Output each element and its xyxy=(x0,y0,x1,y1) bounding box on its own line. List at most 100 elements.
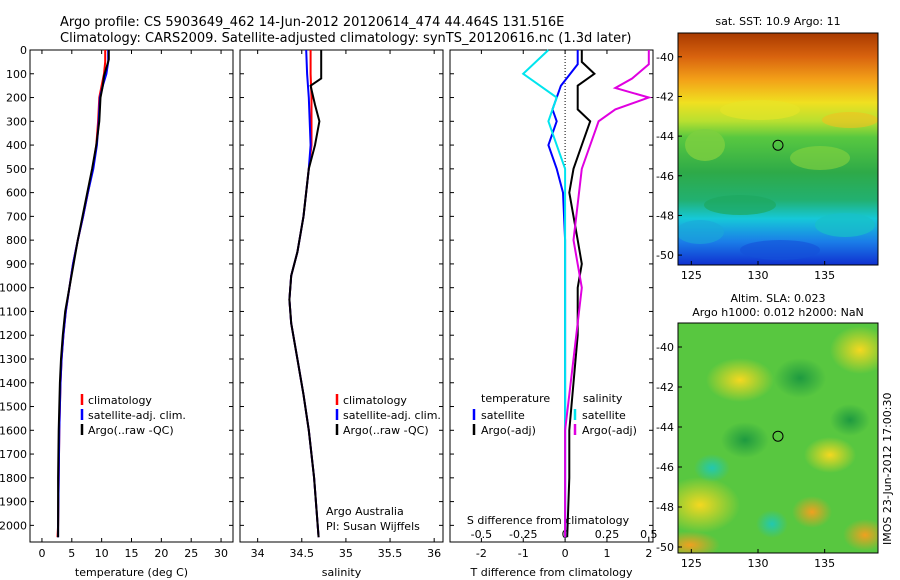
s-axis-label: S difference from climatology xyxy=(467,514,630,527)
y-tick-label: 1200 xyxy=(0,329,27,342)
difference-panel: -2 -1 0 1 2 T difference from climatology S di… xyxy=(449,49,658,579)
s-tick-label: -0.25 xyxy=(509,528,537,541)
y-tick-label: 1000 xyxy=(0,282,27,295)
s-tick-label: -0.5 xyxy=(471,528,492,541)
s-tick-label: 0.5 xyxy=(640,528,658,541)
y-tick-label: -50 xyxy=(656,541,674,554)
legend-title: salinity xyxy=(583,392,623,405)
x-tick-label: 34 xyxy=(251,547,265,560)
y-tick-label: 1300 xyxy=(0,353,27,366)
y-tick-label: 1800 xyxy=(0,472,27,485)
header-line2: Climatology: CARS2009. Satellite-adjuste… xyxy=(60,31,632,46)
sla-heatmap xyxy=(678,323,878,553)
imos-stamp: IMOS 23-Jun-2012 17:00:30 xyxy=(881,392,894,545)
y-tick-label: -40 xyxy=(656,341,674,354)
y-tick-label: 800 xyxy=(6,234,27,247)
x-tick-label: 0 xyxy=(38,547,45,560)
legend-label: satellite-adj. clim. xyxy=(88,409,186,422)
x-tick-label: 2 xyxy=(645,547,652,560)
argo-location-marker xyxy=(772,139,784,151)
x-tick-label: 20 xyxy=(154,547,168,560)
y-tick-label: 1500 xyxy=(0,401,27,414)
sst-heatmap xyxy=(678,33,878,265)
header-line1: Argo profile: CS 5903649_462 14-Jun-2012… xyxy=(60,15,564,30)
y-tick-label: 1700 xyxy=(0,448,27,461)
plot-frame xyxy=(29,49,234,543)
salinity-panel: 34 34.5 35 35.5 36 salinity climatology satelli… xyxy=(239,49,444,579)
temperature-panel: 0100200300400500600700800900100011001200… xyxy=(0,44,234,579)
series-line-argo-raw-qc- xyxy=(57,50,110,538)
y-tick-label: 900 xyxy=(6,258,27,271)
series-line-s-argo-adj- xyxy=(564,50,653,538)
sst-map-panel: sat. SST: 10.9 Argo: 11 125 130 135 -40 -42 -… xyxy=(656,15,879,282)
y-tick-label: 1400 xyxy=(0,377,27,390)
y-tick-label: 1900 xyxy=(0,496,27,509)
sla-map-title-line1: Altim. SLA: 0.023 xyxy=(730,292,825,305)
y-tick-label: -46 xyxy=(656,170,674,183)
legend-label: climatology xyxy=(343,394,407,407)
sla-map-axes: 125 130 135 -40 -42 -44 -46 -48 -50 xyxy=(656,341,835,570)
x-axis-label: temperature (deg C) xyxy=(75,566,188,579)
legend-title: temperature xyxy=(481,392,550,405)
x-tick-label: 130 xyxy=(748,557,769,570)
legend-label: satellite xyxy=(582,409,626,422)
y-tick-label: 300 xyxy=(6,115,27,128)
x-tick-label: 5 xyxy=(68,547,75,560)
series-line-s-satellite xyxy=(521,49,567,538)
y-tick-label: 700 xyxy=(6,210,27,223)
annotation-text: Argo Australia xyxy=(326,505,404,518)
x-tick-label: 35.5 xyxy=(378,547,403,560)
legend-label: satellite-adj. clim. xyxy=(343,409,441,422)
x-tick-label: 34.5 xyxy=(290,547,315,560)
plot-frame xyxy=(239,49,444,543)
x-tick-label: -1 xyxy=(518,547,529,560)
x-tick-label: 125 xyxy=(681,269,702,282)
y-tick-label: 0 xyxy=(20,44,27,57)
x-tick-label: 125 xyxy=(681,557,702,570)
y-tick-label: 200 xyxy=(6,92,27,105)
x-tick-label: 10 xyxy=(95,547,109,560)
plot-frame xyxy=(449,49,654,543)
sla-map-title-line2: Argo h1000: 0.012 h2000: NaN xyxy=(692,306,864,319)
y-tick-label: 1600 xyxy=(0,424,27,437)
x-tick-label: 15 xyxy=(125,547,139,560)
legend-label: climatology xyxy=(88,394,152,407)
x-tick-label: 25 xyxy=(184,547,198,560)
legend-label: satellite xyxy=(481,409,525,422)
y-tick-label: -42 xyxy=(656,90,674,103)
series-line-t-argo-adj- xyxy=(566,50,596,538)
y-tick-label: 400 xyxy=(6,139,27,152)
x-axis-label: T difference from climatology xyxy=(470,566,633,579)
y-tick-label: -48 xyxy=(656,209,674,222)
y-tick-label: 500 xyxy=(6,163,27,176)
legend-label: Argo(-adj) xyxy=(481,424,536,437)
legend-label: Argo(..raw -QC) xyxy=(343,424,429,437)
x-tick-label: -2 xyxy=(476,547,487,560)
y-tick-label: -40 xyxy=(656,51,674,64)
y-tick-label: -44 xyxy=(656,130,674,143)
y-tick-label: 2000 xyxy=(0,519,27,532)
sst-map-title: sat. SST: 10.9 Argo: 11 xyxy=(715,15,840,28)
y-tick-label: -46 xyxy=(656,461,674,474)
x-tick-label: 0 xyxy=(562,547,569,560)
y-tick-label: 100 xyxy=(6,68,27,81)
x-tick-label: 35 xyxy=(339,547,353,560)
x-tick-label: 1 xyxy=(603,547,610,560)
x-tick-label: 135 xyxy=(814,269,835,282)
legend-label: Argo(-adj) xyxy=(582,424,637,437)
argo-location-marker xyxy=(772,430,784,442)
legend-label: Argo(..raw -QC) xyxy=(88,424,174,437)
annotation-text: PI: Susan Wijffels xyxy=(326,520,420,533)
x-tick-label: 135 xyxy=(814,557,835,570)
sla-map-panel: Altim. SLA: 0.023 Argo h1000: 0.012 h200… xyxy=(656,292,879,570)
x-axis-label: salinity xyxy=(322,566,362,579)
y-tick-label: -42 xyxy=(656,381,674,394)
y-tick-label: -44 xyxy=(656,421,674,434)
s-tick-label: 0.25 xyxy=(595,528,620,541)
y-tick-label: -50 xyxy=(656,249,674,262)
sst-map-axes: 125 130 135 -40 -42 -44 -46 -48 -50 xyxy=(656,51,835,282)
x-tick-label: 36 xyxy=(427,547,441,560)
series-line-argo-raw-qc- xyxy=(288,50,323,538)
y-tick-label: -48 xyxy=(656,501,674,514)
